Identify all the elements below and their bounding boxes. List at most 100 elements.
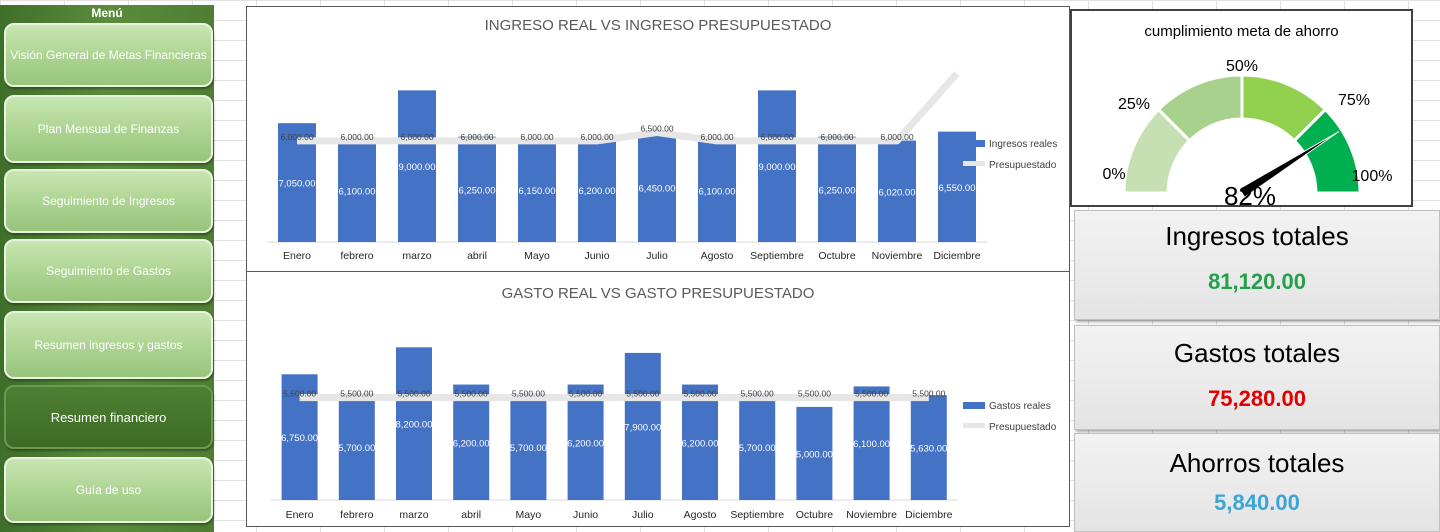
bar-data-label: 5,000.00 [796, 449, 833, 460]
x-tick-label: marzo [402, 250, 431, 262]
budget-data-label: 5,500.00 [912, 389, 945, 399]
kpi-card-ahorros: Ahorros totales 5,840.00 [1074, 433, 1440, 532]
gauge-needle [1238, 130, 1340, 198]
x-tick-label: abril [467, 250, 487, 262]
x-tick-label: febrero [340, 509, 373, 521]
menu-button-seguimiento-ingresos[interactable]: Seguimiento de Ingresos [4, 169, 213, 233]
menu-button-vision-general[interactable]: Visión General de Metas Financieras [4, 23, 213, 87]
kpi-value-ingresos: 81,120.00 [1208, 269, 1306, 294]
budget-data-label: 6,000.00 [460, 132, 493, 142]
legend-swatch-bars [963, 402, 985, 409]
budget-line [297, 71, 960, 145]
savings-gauge-panel: cumplimiento meta de ahorro 0% 25% 50% 75% 1… [1070, 9, 1413, 207]
gauge-tick-label: 75% [1338, 92, 1370, 109]
budget-data-label: 6,000.00 [340, 132, 373, 142]
bar-data-label: 5,700.00 [510, 443, 547, 454]
budget-data-label: 5,500.00 [741, 389, 774, 399]
menu-button-resumen-ingresos-gastos[interactable]: Resumen ingresos y gastos [4, 311, 213, 379]
income-chart-title: INGRESO REAL VS INGRESO PRESUPUESTADO [484, 17, 832, 34]
budget-data-label: 5,500.00 [397, 389, 430, 399]
legend-label-bars: Gastos reales [989, 401, 1051, 412]
x-tick-label: Septiembre [750, 250, 804, 262]
bar-octubre [796, 406, 833, 500]
expense-chart-title: GASTO REAL VS GASTO PRESUPUESTADO [501, 285, 815, 302]
expense-chart: 6,750.00 5,500.00 Enero 5,700.00 5,500.00 feb… [271, 347, 1057, 521]
bar-data-label: 6,100.00 [339, 187, 376, 198]
budget-data-label: 5,500.00 [626, 389, 659, 399]
budget-data-label: 6,000.00 [880, 132, 913, 142]
income-chart: 7,050.00 6,000.00 Enero 6,100.00 6,000.00 feb… [267, 71, 1057, 262]
x-tick-label: Junio [584, 250, 609, 262]
legend-label-bars: Ingresos reales [989, 139, 1057, 150]
bar-junio [567, 384, 604, 500]
x-tick-label: Agosto [701, 250, 734, 262]
x-tick-label: Diciembre [933, 250, 980, 262]
kpi-card-gastos: Gastos totales 75,280.00 [1074, 325, 1440, 430]
bar-data-label: 6,200.00 [682, 438, 719, 449]
bar-junio [578, 137, 616, 242]
bar-noviembre [878, 140, 916, 242]
bar-abril [453, 384, 490, 500]
bar-data-label: 7,900.00 [624, 422, 661, 433]
sidebar-menu: Menú Visión General de Metas Financieras… [0, 5, 214, 532]
menu-button-plan-mensual[interactable]: Plan Mensual de Finanzas [4, 95, 213, 163]
x-tick-label: febrero [340, 250, 373, 262]
kpi-label-gastos: Gastos totales [1173, 338, 1341, 368]
menu-button-guia-de-uso[interactable]: Guía de uso [4, 457, 213, 523]
x-tick-label: Octubre [796, 509, 834, 521]
bar-data-label: 6,750.00 [281, 433, 318, 444]
bar-septiembre [739, 393, 776, 500]
x-tick-label: Septiembre [730, 509, 784, 521]
menu-button-resumen-financiero[interactable]: Resumen financiero [4, 385, 213, 449]
bar-septiembre [758, 90, 796, 242]
kpi-label-ahorros: Ahorros totales [1169, 448, 1345, 478]
gauge-tick-label: 0% [1102, 166, 1125, 183]
legend-swatch-bars [963, 140, 985, 147]
budget-data-label: 6,000.00 [400, 132, 433, 142]
bar-agosto [698, 139, 736, 242]
x-tick-label: Octubre [818, 250, 856, 262]
bar-data-label: 6,550.00 [939, 183, 976, 194]
x-tick-label: Mayo [516, 509, 542, 521]
kpi-value-ahorros: 5,840.00 [1214, 490, 1300, 515]
budget-data-label: 5,500.00 [855, 389, 888, 399]
x-tick-label: Mayo [524, 250, 550, 262]
budget-data-label: 5,500.00 [340, 389, 373, 399]
bar-diciembre [910, 395, 947, 500]
budget-data-label: 6,000.00 [520, 132, 553, 142]
legend-swatch-budget [963, 161, 985, 166]
budget-data-label: 6,000.00 [280, 132, 313, 142]
bar-mayo [518, 138, 556, 242]
x-tick-label: Noviembre [846, 509, 897, 521]
gauge-value-label: 82% [1224, 181, 1276, 205]
bar-data-label: 6,150.00 [519, 186, 556, 197]
x-tick-label: Junio [573, 509, 598, 521]
gauge-tick-label: 50% [1226, 58, 1258, 75]
bar-data-label: 6,250.00 [459, 185, 496, 196]
x-tick-label: Noviembre [872, 250, 923, 262]
budget-data-label: 5,500.00 [569, 389, 602, 399]
legend-label-budget: Presupuestado [989, 422, 1057, 433]
bar-mayo [510, 393, 547, 500]
menu-button-seguimiento-gastos[interactable]: Seguimiento de Gastos [4, 239, 213, 303]
bar-julio [638, 133, 676, 242]
x-tick-label: Enero [283, 250, 311, 262]
bar-data-label: 6,200.00 [567, 438, 604, 449]
bar-data-label: 6,450.00 [639, 184, 676, 195]
bar-data-label: 7,050.00 [279, 179, 316, 190]
bar-agosto [682, 384, 718, 500]
bar-data-label: 6,250.00 [819, 185, 856, 196]
bar-data-label: 8,200.00 [396, 420, 433, 431]
bar-data-label: 6,200.00 [579, 186, 616, 197]
kpi-value-gastos: 75,280.00 [1208, 386, 1306, 411]
bar-febrero [338, 393, 375, 500]
budget-data-label: 6,000.00 [700, 132, 733, 142]
bar-data-label: 6,020.00 [879, 187, 916, 198]
bar-febrero [338, 139, 376, 242]
bar-data-label: 6,100.00 [853, 439, 890, 450]
gauge-tick-label: 100% [1352, 168, 1393, 185]
gauge-title: cumplimiento meta de ahorro [1144, 23, 1339, 40]
bar-octubre [818, 136, 856, 242]
bar-marzo [398, 90, 436, 242]
budget-data-label: 5,500.00 [798, 389, 831, 399]
